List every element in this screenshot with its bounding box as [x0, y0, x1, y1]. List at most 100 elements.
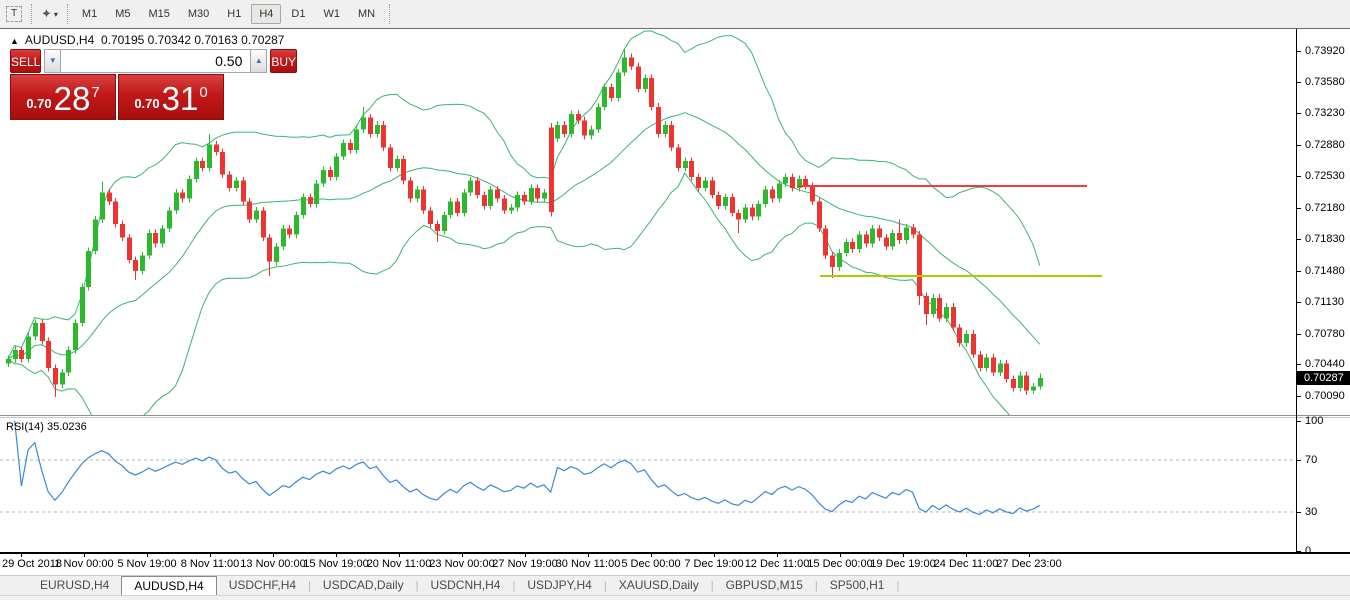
price-tick-label: 0.70090	[1305, 390, 1345, 402]
candle-body	[723, 196, 728, 206]
candle-body	[663, 124, 668, 134]
timeframe-button-mn[interactable]: MN	[357, 8, 376, 20]
timeframe-button-d1[interactable]: D1	[291, 8, 306, 20]
candle-body	[629, 57, 634, 67]
text-tool-icon[interactable]: T	[0, 3, 26, 25]
candle-body	[6, 359, 11, 364]
candle-body	[971, 333, 976, 355]
candle-body	[897, 232, 902, 241]
buy-button[interactable]: BUY	[270, 49, 298, 73]
time-axis[interactable]: 29 Oct 2018 1 Nov 00:00 5 Nov 19:00 8 Nov 1…	[0, 554, 1350, 575]
candle-body	[596, 106, 601, 130]
price-tick-label: 0.73920	[1305, 45, 1345, 57]
candle-body	[214, 144, 219, 152]
dropdown-caret-icon[interactable]: ▾	[53, 9, 58, 19]
price-tick	[1297, 82, 1301, 83]
candle-body	[80, 287, 85, 323]
time-tick	[84, 554, 85, 557]
rsi-tick	[1297, 512, 1301, 513]
candle-body	[13, 350, 18, 360]
candle-body	[33, 323, 38, 337]
price-tick-label: 0.71830	[1305, 233, 1345, 245]
toolbar: T ✦ ▾ M1 M5 M15 M30 H1 H4 D1 W1 MN	[0, 0, 1350, 29]
price-tick	[1297, 302, 1301, 303]
lot-size-input[interactable]	[61, 49, 251, 73]
arrange-windows-icon[interactable]: ✦ ▾	[41, 6, 58, 21]
lot-spinner: ▼ ▲	[44, 49, 268, 73]
rsi-chart	[0, 420, 1296, 516]
timeframe-button-m15[interactable]: M15	[148, 8, 170, 20]
candle-body	[502, 198, 507, 211]
candle-body	[904, 227, 909, 241]
price-tick	[1297, 364, 1301, 365]
candle-body	[616, 72, 621, 98]
time-tick-label: 19 Dec 19:00	[870, 558, 936, 570]
candle-body	[763, 189, 768, 205]
chart-tab-audusd[interactable]: AUDUSD,H4	[121, 575, 217, 596]
candle-body	[602, 87, 607, 107]
candle-body	[1004, 363, 1009, 379]
candlestick-chart[interactable]	[0, 29, 1296, 415]
rsi-scale: 100 70 30 0	[1297, 415, 1350, 557]
timeframe-button-h1[interactable]: H1	[227, 8, 242, 20]
chart-area[interactable]: ▲ AUDUSD,H4 0.70195 0.70342 0.70163 0.702…	[0, 29, 1350, 575]
chart-tab-usdcad[interactable]: USDCAD,Daily	[322, 577, 404, 592]
price-scale[interactable]: 0.73920 0.73580 0.73230 0.72880 0.72530 0.721…	[1297, 29, 1350, 415]
candle-body	[770, 189, 775, 199]
chart-tab-usdcnh[interactable]: USDCNH,H4	[430, 577, 501, 592]
candle-body	[555, 124, 560, 139]
time-tick-label: 5 Dec 00:00	[621, 558, 681, 570]
chart-tab-sp500[interactable]: SP500,H1	[829, 577, 885, 592]
main-price-pane[interactable]: ▲ AUDUSD,H4 0.70195 0.70342 0.70163 0.702…	[0, 29, 1296, 415]
lot-decrease-button[interactable]: ▼	[44, 49, 62, 73]
rsi-tick-label: 100	[1305, 415, 1324, 427]
buy-quote-button[interactable]: 0.70 31 0	[118, 74, 224, 120]
timeframe-button-h4[interactable]: H4	[251, 4, 282, 24]
pane-separator[interactable]	[0, 415, 1350, 418]
candle-body	[656, 106, 661, 134]
candle-body	[200, 160, 205, 169]
candle-body	[515, 195, 520, 208]
candle-body	[870, 228, 875, 244]
candle-body	[669, 124, 674, 148]
candle-body	[428, 210, 433, 224]
sell-button[interactable]: SELL	[10, 49, 42, 73]
chart-tab-eurusd[interactable]: EURUSD,H4	[40, 577, 110, 592]
time-tick	[1029, 554, 1030, 557]
candle-body	[354, 129, 359, 151]
tab-separator: |	[415, 579, 419, 592]
candle-body	[549, 127, 554, 213]
candle-body	[810, 186, 815, 202]
sell-price-pipette: 7	[91, 84, 100, 101]
timeframe-button-m5[interactable]: M5	[115, 8, 131, 20]
candle-body	[40, 323, 45, 341]
timeframe-button-m30[interactable]: M30	[187, 8, 210, 20]
chart-tab-usdchf[interactable]: USDCHF,H4	[228, 577, 297, 592]
collapse-trade-panel-icon[interactable]: ▲	[10, 36, 19, 46]
lot-increase-button[interactable]: ▲	[250, 49, 268, 73]
candle-body	[790, 177, 795, 188]
timeframe-button-m1[interactable]: M1	[81, 8, 98, 20]
chart-tab-gbpusd[interactable]: GBPUSD,M15	[725, 577, 803, 592]
sell-quote-button[interactable]: 0.70 28 7	[10, 74, 116, 120]
chart-tab-xauusd[interactable]: XAUUSD,Daily	[618, 577, 699, 592]
candle-body	[133, 260, 138, 271]
candle-body	[435, 223, 440, 232]
candle-body	[241, 180, 246, 202]
candle-body	[777, 183, 782, 199]
chart-symbol: AUDUSD,H4	[24, 33, 95, 47]
time-tick	[966, 554, 967, 557]
time-tick-label: 23 Nov 00:00	[429, 558, 495, 570]
candle-body	[931, 297, 936, 314]
timeframe-button-w1[interactable]: W1	[323, 8, 340, 20]
candle-body	[180, 192, 185, 199]
time-tick-label: 1 Nov 00:00	[54, 558, 114, 570]
chart-tab-usdjpy[interactable]: USDJPY,H4	[527, 577, 592, 592]
sell-price-big: 28	[53, 80, 91, 117]
price-tick-label: 0.73230	[1305, 107, 1345, 119]
candle-body	[850, 242, 855, 250]
rsi-tick-label: 30	[1305, 506, 1318, 518]
candle-body	[917, 234, 922, 296]
rsi-pane[interactable]: RSI(14) 35.0236	[0, 418, 1296, 552]
time-tick-label: 24 Dec 11:00	[933, 558, 999, 570]
